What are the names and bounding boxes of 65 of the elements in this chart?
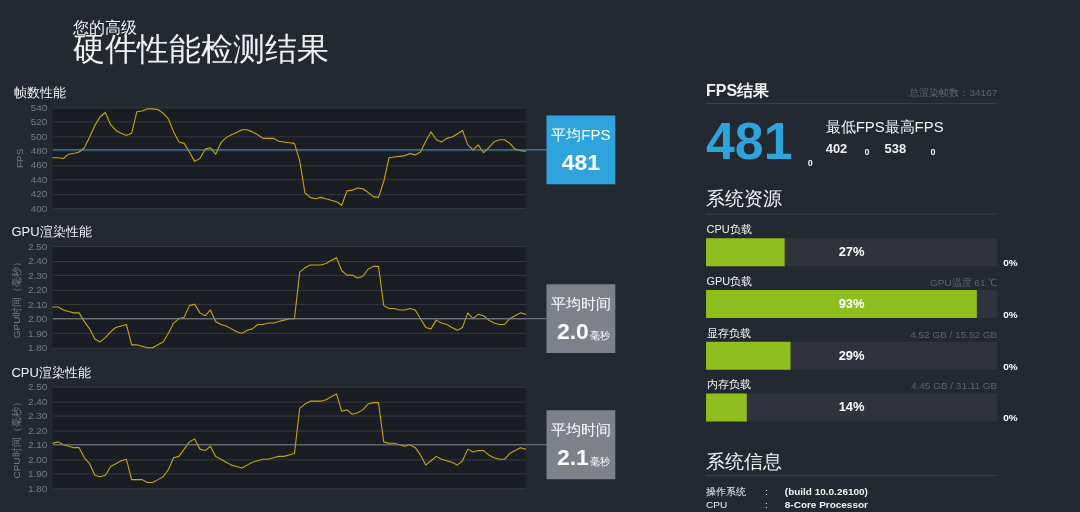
- text: 0%: [1003, 360, 1018, 372]
- y-tick-label: GPU负载: [706, 274, 753, 287]
- data-label: 29%: [838, 347, 866, 363]
- chart-title: 系统资源: [705, 187, 782, 209]
- text: 0%: [1003, 257, 1018, 269]
- y-tick-label: 1.90: [27, 468, 48, 480]
- text: 8-Core Processor: [784, 499, 869, 511]
- data-label: 93%: [838, 295, 866, 311]
- ref-line-label: 平均时间 2.0毫秒: [550, 294, 611, 344]
- y-tick-label: 1.80: [27, 342, 48, 354]
- text: 系统信息: [706, 451, 783, 473]
- y-tick-label: 1.90: [27, 327, 48, 339]
- y-tick-label: 420: [30, 188, 48, 200]
- text: 0%: [1003, 308, 1018, 320]
- text: 402: [825, 141, 848, 157]
- data-label: 14%: [838, 399, 866, 415]
- text: :: [764, 486, 768, 498]
- text: 操作系统: [706, 486, 747, 498]
- y-axis-title: FPS: [13, 148, 25, 168]
- text: 最低FPS: [825, 118, 885, 136]
- y-tick-label: 2.10: [27, 298, 48, 310]
- y-tick-label: 540: [30, 101, 48, 113]
- y-tick-label: 2.30: [27, 269, 48, 281]
- y-tick-label: 460: [30, 159, 48, 171]
- text: 0%: [1003, 412, 1018, 424]
- chart-title: 帧数性能: [14, 85, 67, 101]
- y-tick-label: 480: [30, 145, 48, 157]
- y-tick-label: 2.30: [27, 410, 48, 422]
- text: 538: [884, 141, 907, 157]
- y-tick-label: 2.00: [27, 453, 48, 465]
- y-tick-label: 500: [30, 130, 48, 142]
- y-tick-label: 400: [30, 202, 48, 214]
- text: 481: [706, 112, 793, 171]
- text: 0: [807, 158, 813, 169]
- y-tick-label: 2.20: [27, 424, 48, 436]
- bar: [706, 393, 747, 422]
- y-tick-label: 1.80: [27, 482, 48, 494]
- text: FPS结果: [706, 82, 771, 100]
- y-tick-label: 2.10: [27, 439, 48, 451]
- y-axis-title: CPU时间（毫秒）: [10, 397, 22, 479]
- text: 0: [930, 147, 936, 158]
- chart-title: GPU渲染性能: [11, 224, 92, 240]
- line-series: [52, 393, 527, 484]
- y-axis-title: GPU时间（毫秒）: [10, 256, 22, 339]
- y-tick-label: 2.40: [27, 395, 48, 407]
- text: 最高FPS: [884, 118, 944, 136]
- y-tick-label: 内存负载: [706, 378, 751, 391]
- y-tick-label: 520: [30, 116, 48, 128]
- line-series: [52, 257, 527, 349]
- text: CPU: [706, 499, 728, 511]
- y-tick-label: 2.50: [27, 381, 48, 393]
- y-tick-label: 2.00: [27, 313, 48, 325]
- ref-line-label: 平均FPS 481: [551, 125, 611, 175]
- y-tick-label: CPU负载: [706, 223, 752, 236]
- data-label: 27%: [838, 244, 866, 260]
- text: 0: [864, 147, 870, 158]
- y-tick-label: 2.40: [27, 255, 48, 267]
- chart-title: CPU渲染性能: [11, 364, 91, 380]
- y-tick-label: 440: [30, 173, 48, 185]
- y-tick-label: 显存负载: [706, 326, 751, 339]
- text: :: [764, 499, 768, 511]
- text: (build 10.0.26100): [784, 486, 868, 498]
- ref-line-label: 平均时间 2.1毫秒: [550, 420, 611, 470]
- y-tick-label: 2.50: [27, 240, 48, 252]
- y-tick-label: 2.20: [27, 284, 48, 296]
